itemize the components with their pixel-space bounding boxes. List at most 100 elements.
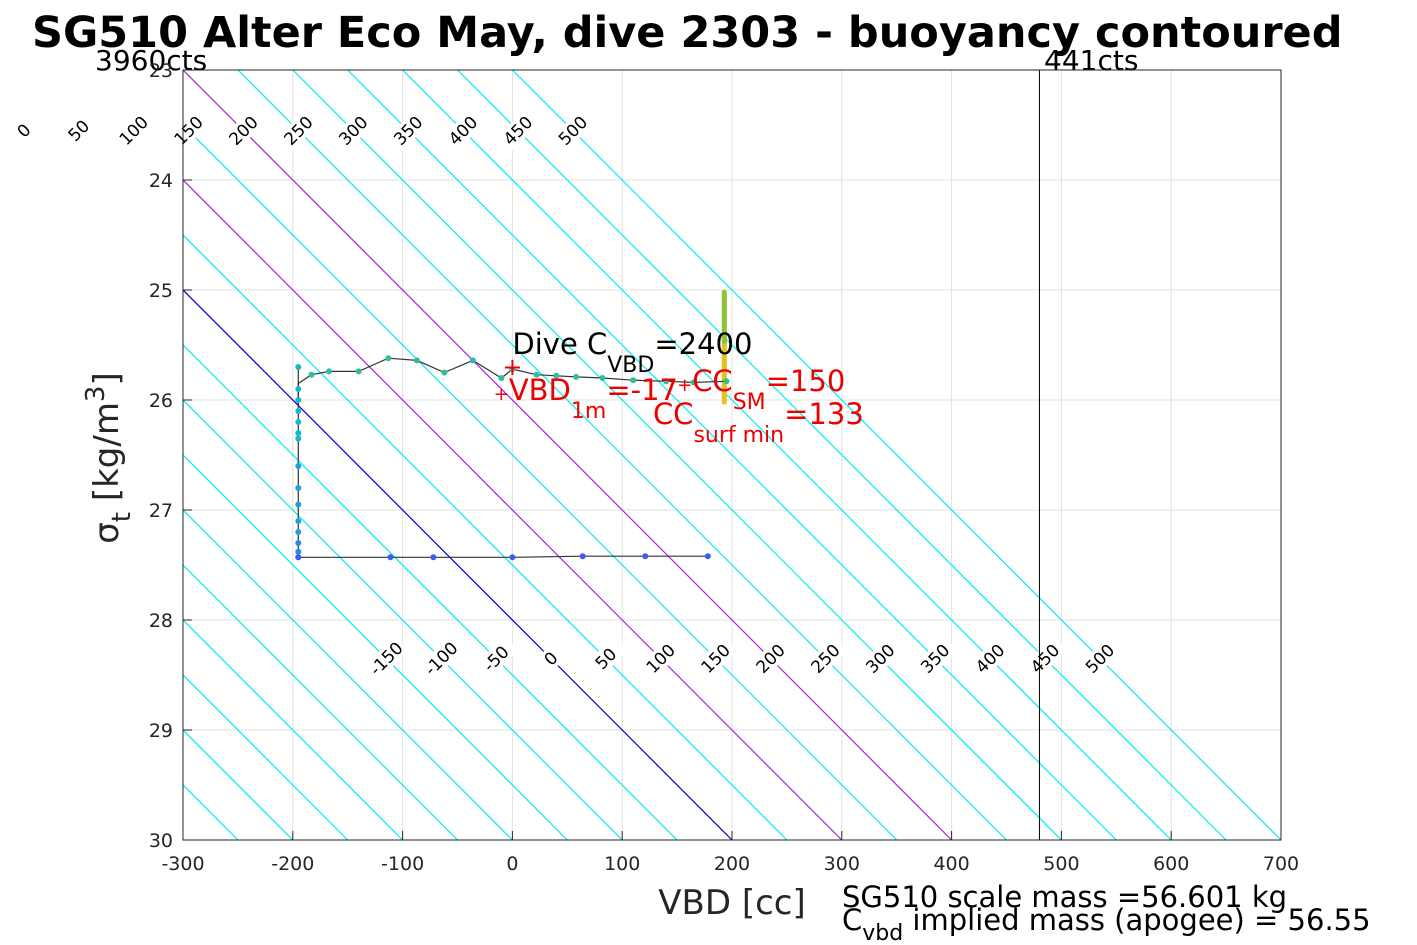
climb-point <box>295 554 302 561</box>
contour-label-bottom-bg <box>638 635 684 682</box>
climb-point <box>509 554 516 561</box>
vbd-1m-marker: + <box>494 384 509 405</box>
cc-sm-pre: CC <box>692 364 733 398</box>
x-tick-label: 200 <box>714 853 750 875</box>
top-point <box>690 379 697 386</box>
vbd-1m-pre: VBD <box>509 373 571 407</box>
dive-point <box>295 501 302 508</box>
dive-point <box>295 397 302 403</box>
top-point <box>308 371 315 378</box>
contour-line <box>402 70 1172 840</box>
footer-line-2-pre: C <box>842 903 862 937</box>
dive-point <box>295 518 302 524</box>
cc-surf-min-sub: surf min <box>693 423 784 448</box>
y-tick-label: 27 <box>149 500 173 522</box>
cc-surf-min-post: =133 <box>784 397 864 431</box>
contour-line <box>183 344 678 840</box>
contour-label-bottom-bg <box>967 635 1013 682</box>
dive-point <box>295 548 302 555</box>
top-point <box>355 368 362 375</box>
cc-sm-post: =150 <box>766 364 846 398</box>
y-tick-label: 29 <box>149 720 173 742</box>
contour-label-top-bg <box>220 107 267 154</box>
contour-label-top-bg <box>495 107 541 154</box>
dive-track <box>295 289 730 561</box>
contour-label-bottom-bg <box>528 635 574 682</box>
dive-point <box>295 485 302 491</box>
dive-c-vbd-post: =2400 <box>654 327 752 361</box>
contour-label-bottom-bg <box>363 635 409 682</box>
vbd-1m-sub: 1m <box>571 399 606 424</box>
footer-line-2-sub: vbd <box>862 921 903 945</box>
y-tick-label: 28 <box>149 610 173 632</box>
dive-point <box>295 364 302 370</box>
dive-point <box>295 386 302 392</box>
top-point <box>723 378 730 385</box>
vbd-1m-label: +VBD1m=-17 <box>494 373 678 424</box>
climb-point <box>579 553 586 560</box>
contour-line <box>183 234 788 840</box>
cc-sm-marker: + <box>677 375 692 396</box>
x-axis-label: VBD [cc] <box>658 883 806 923</box>
dive-point <box>295 540 302 546</box>
top-point <box>441 369 448 376</box>
contour-label-top-bg <box>56 107 102 154</box>
cc-surf-min-label: CCsurf min=133 <box>653 397 864 448</box>
x-tick-label: -100 <box>381 853 424 875</box>
left-count-label: 3960cts <box>95 44 207 77</box>
top-point <box>498 375 505 381</box>
x-tick-label: 0 <box>506 853 518 875</box>
contour-line <box>183 509 513 840</box>
contour-label-bottom-bg <box>912 635 958 682</box>
contour-label-bottom-bg <box>692 635 739 682</box>
contour-label-bottom-bg <box>857 635 903 682</box>
x-tick-label: 100 <box>604 853 640 875</box>
y-axis-label-unit: [kg/m <box>87 402 127 512</box>
dive-point <box>295 529 302 535</box>
x-tick-label: 700 <box>1263 853 1299 875</box>
y-axis-label-sup: 3 <box>81 386 111 403</box>
contour-line <box>183 729 294 840</box>
y-axis-label: σt [kg/m3] <box>81 372 137 544</box>
x-tick-label: 400 <box>933 853 969 875</box>
top-point <box>509 366 516 373</box>
chart-title: SG510 Alter Eco May, dive 2303 - buoyanc… <box>32 8 1343 58</box>
contour-line <box>183 454 568 840</box>
contour-label-top-bg <box>330 107 376 154</box>
buoyancy-contours <box>183 70 1281 840</box>
cc-sm-sub: SM <box>733 390 766 415</box>
contour-line <box>347 70 1117 840</box>
dive-point <box>295 463 302 469</box>
top-point <box>630 377 637 384</box>
cc-surf-min-pre: CC <box>653 397 694 431</box>
top-point <box>663 378 670 385</box>
contour-label-bottom-bg <box>583 635 629 682</box>
dive-point <box>295 419 302 425</box>
contour-line <box>183 564 458 840</box>
top-point <box>573 373 580 380</box>
contour-label-bottom-bg <box>418 635 464 682</box>
top-point <box>553 372 560 379</box>
y-tick-label: 24 <box>149 170 173 192</box>
x-tick-label: 600 <box>1153 853 1189 875</box>
annotations: Dive CVBD=2400 +VBD1m=-17 +CCSM=150 CCsu… <box>494 327 864 448</box>
dive-c-vbd-sub: VBD <box>607 353 654 378</box>
contour-line <box>237 70 1007 840</box>
contour-label-top-bg <box>275 107 321 154</box>
top-point <box>469 357 476 364</box>
x-tick-label: 300 <box>824 853 860 875</box>
contour-label-top-bg <box>165 107 212 154</box>
contour-label-top-bg <box>440 107 486 154</box>
dive-point <box>295 435 302 442</box>
climb-point <box>704 553 711 560</box>
dive-c-vbd-label: Dive CVBD=2400 <box>512 327 752 378</box>
y-axis-label-main: σ <box>87 522 127 544</box>
vbd-marker: + <box>502 353 522 381</box>
contour-line <box>292 70 1062 840</box>
y-axis-label-sub: t <box>107 512 137 522</box>
y-axis-label-close: ] <box>87 372 127 385</box>
contour-label-bottom-bg <box>1077 635 1123 682</box>
cc-sm-label: +CCSM=150 <box>677 364 845 415</box>
contour-line <box>511 70 1281 840</box>
